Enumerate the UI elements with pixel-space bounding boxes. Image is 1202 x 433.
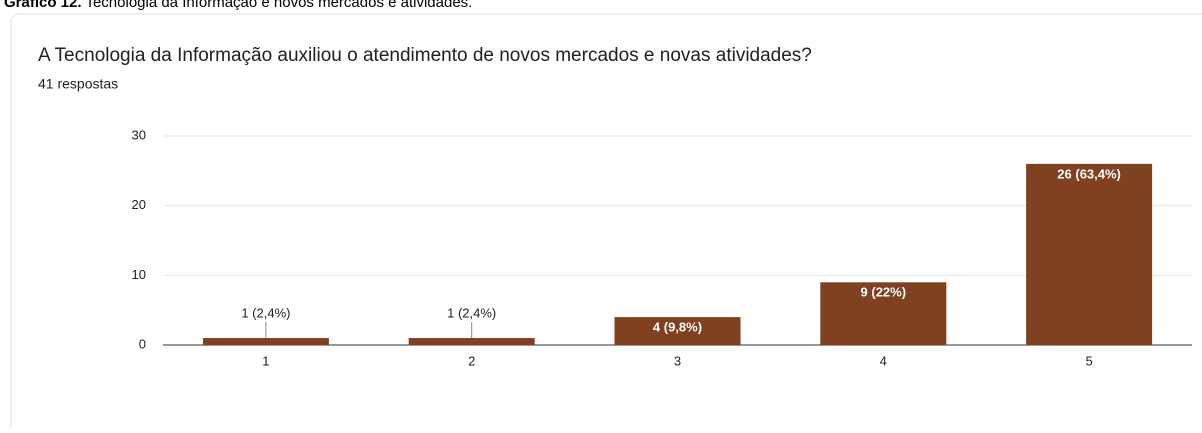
y-tick-label: 20 (132, 197, 146, 212)
bar (1026, 163, 1153, 345)
bar (614, 317, 741, 345)
y-tick-label: 30 (132, 127, 146, 142)
bar (820, 282, 947, 345)
x-tick-label: 1 (262, 353, 269, 368)
y-tick-label: 0 (139, 336, 146, 351)
data-label: 1 (2,4%) (241, 305, 290, 320)
chart-subtitle: 41 respostas (38, 76, 118, 92)
x-tick-label: 5 (1085, 353, 1092, 368)
chart-title: A Tecnologia da Informação auxiliou o at… (38, 45, 812, 66)
caption: Gráfico 12. Tecnologia da Informação e n… (4, 0, 472, 11)
y-tick-label: 10 (132, 267, 146, 282)
bar (202, 338, 329, 345)
data-label: 1 (2,4%) (447, 305, 496, 320)
x-tick-label: 4 (880, 353, 887, 368)
data-label: 9 (22%) (861, 285, 907, 300)
data-label: 4 (9,8%) (653, 320, 702, 335)
bar (408, 338, 535, 345)
data-label: 26 (63,4%) (1057, 166, 1121, 181)
x-tick-label: 2 (468, 353, 475, 368)
caption-text: Tecnologia da Informação e novos mercado… (85, 0, 472, 11)
card (10, 13, 1202, 433)
caption-label: Gráfico 12. (4, 0, 82, 11)
x-tick-label: 3 (674, 353, 681, 368)
